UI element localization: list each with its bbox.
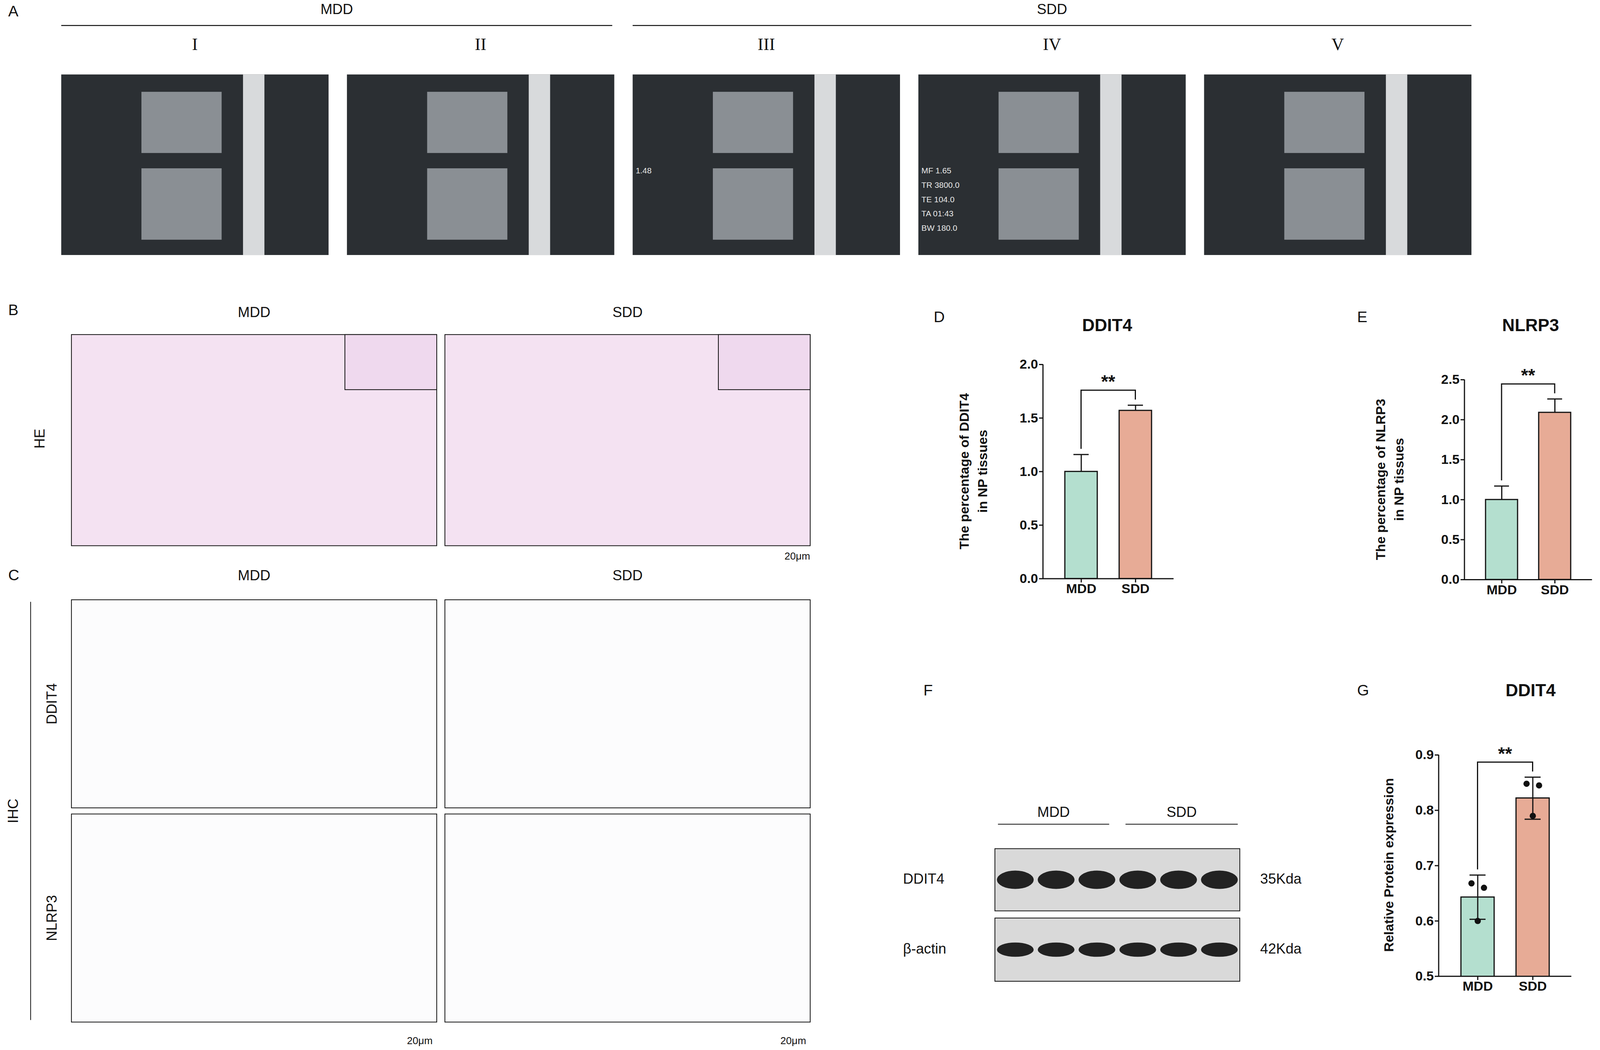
svg-text:0.7: 0.7 [1415,858,1434,874]
svg-text:in NP tissues: in NP tissues [975,430,990,514]
svg-text:MDD: MDD [1486,582,1517,597]
svg-text:TA 01:43: TA 01:43 [921,208,954,218]
svg-text:2.0: 2.0 [1441,412,1460,427]
svg-text:**: ** [1101,371,1116,392]
svg-text:C: C [8,566,20,584]
svg-text:1.5: 1.5 [1019,410,1038,425]
svg-text:0.0: 0.0 [1019,570,1038,586]
svg-text:DDIT4: DDIT4 [1505,680,1556,700]
svg-text:SDD: SDD [612,567,643,584]
svg-text:E: E [1357,308,1368,326]
svg-text:2.0: 2.0 [1019,356,1038,372]
svg-text:20μm: 20μm [780,1035,807,1047]
svg-text:HE: HE [31,428,48,449]
svg-text:2.5: 2.5 [1441,371,1460,387]
svg-text:0.6: 0.6 [1415,913,1434,929]
svg-text:D: D [933,308,945,326]
svg-text:V: V [1331,34,1345,54]
svg-text:MDD: MDD [237,567,271,584]
svg-text:G: G [1357,682,1369,699]
svg-text:MDD: MDD [320,1,353,18]
svg-text:SDD: SDD [1166,804,1197,821]
svg-text:The percentage of DDIT4: The percentage of DDIT4 [956,393,972,550]
svg-text:SDD: SDD [612,304,643,321]
svg-text:MDD: MDD [237,304,271,321]
svg-text:SDD: SDD [1037,1,1068,18]
svg-text:The percentage of NLRP3: The percentage of NLRP3 [1373,398,1388,561]
svg-text:II: II [475,34,487,54]
svg-text:1.5: 1.5 [1441,451,1460,467]
svg-text:42Kda: 42Kda [1260,941,1302,958]
svg-text:B: B [8,301,19,319]
svg-text:F: F [923,682,933,699]
svg-text:BW 180.0: BW 180.0 [921,223,958,233]
svg-text:DDIT4: DDIT4 [903,871,945,888]
svg-text:A: A [8,2,19,20]
svg-text:Relative Protein expression: Relative Protein expression [1381,778,1397,953]
svg-text:0.0: 0.0 [1441,571,1460,587]
svg-text:NLRP3: NLRP3 [43,895,60,942]
svg-text:0.5: 0.5 [1415,968,1434,984]
svg-text:0.5: 0.5 [1441,532,1460,547]
svg-text:DDIT4: DDIT4 [1082,315,1133,335]
svg-text:SDD: SDD [1121,581,1150,597]
svg-text:MDD: MDD [1462,979,1493,995]
svg-text:in NP tissues: in NP tissues [1391,437,1407,522]
svg-text:**: ** [1521,365,1536,386]
svg-text:NLRP3: NLRP3 [1502,315,1560,335]
svg-text:I: I [192,34,199,54]
svg-text:TE 104.0: TE 104.0 [921,194,955,204]
svg-text:0.9: 0.9 [1415,747,1434,763]
svg-text:β-actin: β-actin [903,941,947,958]
svg-text:1.0: 1.0 [1019,463,1038,479]
svg-text:TR 3800.0: TR 3800.0 [921,180,960,190]
svg-text:SDD: SDD [1540,582,1569,597]
svg-text:1.48: 1.48 [635,166,652,175]
svg-text:MF 1.65: MF 1.65 [921,166,952,175]
svg-text:DDIT4: DDIT4 [43,683,60,725]
svg-text:IHC: IHC [5,798,22,824]
svg-text:III: III [757,34,775,54]
svg-text:35Kda: 35Kda [1260,871,1302,888]
svg-text:20μm: 20μm [407,1035,433,1047]
svg-text:1.0: 1.0 [1441,491,1460,507]
svg-text:MDD: MDD [1037,804,1070,821]
svg-text:IV: IV [1042,34,1062,54]
svg-text:20μm: 20μm [784,550,811,563]
svg-text:0.8: 0.8 [1415,802,1434,818]
svg-text:0.5: 0.5 [1019,517,1038,533]
svg-text:SDD: SDD [1518,979,1547,995]
svg-text:MDD: MDD [1066,581,1097,597]
svg-text:**: ** [1498,743,1513,765]
